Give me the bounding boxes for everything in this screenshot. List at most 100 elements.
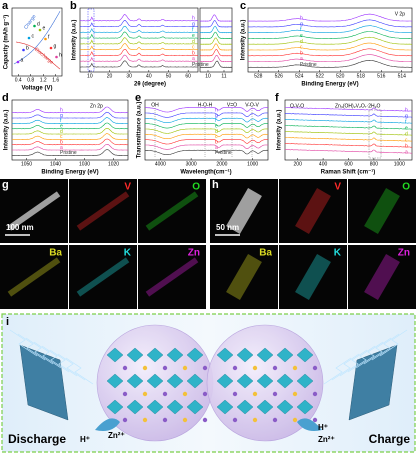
spectrum <box>248 59 412 68</box>
nanorod <box>295 187 331 235</box>
label: 3000 <box>186 161 197 167</box>
spectrum <box>285 131 413 136</box>
label: 200 <box>294 161 303 167</box>
label: V <box>124 182 131 193</box>
label: e <box>192 33 195 39</box>
spectrum <box>12 122 129 130</box>
spectrum <box>145 144 269 150</box>
octahedron <box>166 373 184 389</box>
eds-tile <box>279 179 347 243</box>
octahedron <box>256 373 274 389</box>
label: 1.6 <box>52 77 59 83</box>
label: a <box>60 145 63 151</box>
label: 100 nm <box>6 223 34 232</box>
label: Binding Energy (eV) <box>41 170 98 176</box>
label: 50 nm <box>216 223 239 232</box>
label: e <box>405 126 408 132</box>
octahedron <box>236 373 254 389</box>
label: f <box>192 27 194 33</box>
lightning <box>355 341 384 369</box>
spectrum <box>144 117 269 123</box>
plot-frame <box>11 99 129 161</box>
label: Intensity (a.u.) <box>4 110 10 151</box>
lightning <box>9 329 38 357</box>
spectrum <box>248 36 413 45</box>
point <box>16 60 20 64</box>
label: V 2p <box>395 11 406 17</box>
plot-frame <box>247 7 413 73</box>
point <box>38 28 42 32</box>
spectrum <box>80 14 199 22</box>
label: 528 <box>254 73 263 79</box>
atom <box>142 417 148 423</box>
lightning <box>33 341 62 369</box>
label: H⁺ <box>318 423 328 432</box>
eds-tile <box>279 245 347 309</box>
label: Pristine <box>215 150 232 156</box>
spectrum <box>284 137 413 142</box>
label: H⁺ <box>80 435 90 444</box>
spectrum <box>284 119 413 124</box>
label: g <box>54 43 57 49</box>
atom <box>202 417 208 423</box>
atom <box>252 391 258 397</box>
label: h <box>192 16 195 22</box>
octahedron <box>276 347 294 363</box>
label: a <box>300 56 303 62</box>
label: 0.4 <box>15 77 22 83</box>
nanorod <box>145 257 199 297</box>
octahedron <box>166 347 184 363</box>
spectrum <box>79 25 199 33</box>
lightning <box>57 353 86 381</box>
label: h <box>405 108 408 114</box>
label: 30 <box>126 73 132 79</box>
atom <box>312 391 318 397</box>
plot-frame <box>79 7 199 73</box>
label: K <box>334 248 342 259</box>
label: Zn₃(OH)₂V₂O₇·2H₂O <box>335 103 381 109</box>
label: c <box>60 134 63 140</box>
nanorod <box>226 253 262 301</box>
spectrum <box>284 143 413 148</box>
label: 10 <box>87 73 93 79</box>
spectrum <box>285 107 413 112</box>
octahedron <box>146 347 164 363</box>
spectrum <box>144 149 269 155</box>
atom <box>252 417 258 423</box>
label: g <box>405 114 408 120</box>
label: 524 <box>295 73 304 79</box>
atom <box>232 365 238 371</box>
label: a <box>405 150 408 156</box>
label: Capacity (mAh g⁻¹) <box>3 15 10 70</box>
spectrum <box>285 125 412 130</box>
highlight <box>87 8 95 72</box>
label: Wavelength(cm⁻¹) <box>180 169 231 176</box>
lightning <box>363 337 392 365</box>
point <box>33 24 36 28</box>
spectrum <box>199 49 233 57</box>
octahedron <box>236 399 254 415</box>
label: d <box>300 39 303 45</box>
droplet <box>297 418 322 431</box>
label: Charge <box>369 432 411 446</box>
spectrum <box>199 25 233 34</box>
label: f <box>405 120 407 126</box>
eds-tile <box>138 245 206 309</box>
atom <box>202 365 208 371</box>
highlight <box>368 109 382 159</box>
octahedron <box>166 399 184 415</box>
label: c <box>405 138 408 144</box>
label: f <box>300 27 302 33</box>
octahedron <box>186 399 204 415</box>
spectrum <box>79 48 199 56</box>
label: 800 <box>370 161 379 167</box>
label: h <box>215 107 218 113</box>
lightning <box>49 349 78 377</box>
spectrum <box>11 111 129 119</box>
atom <box>142 365 148 371</box>
label: 40 <box>146 73 152 79</box>
lightning <box>379 329 408 357</box>
label: f <box>215 118 217 124</box>
label: d <box>192 39 195 45</box>
charge-curve <box>13 11 61 65</box>
